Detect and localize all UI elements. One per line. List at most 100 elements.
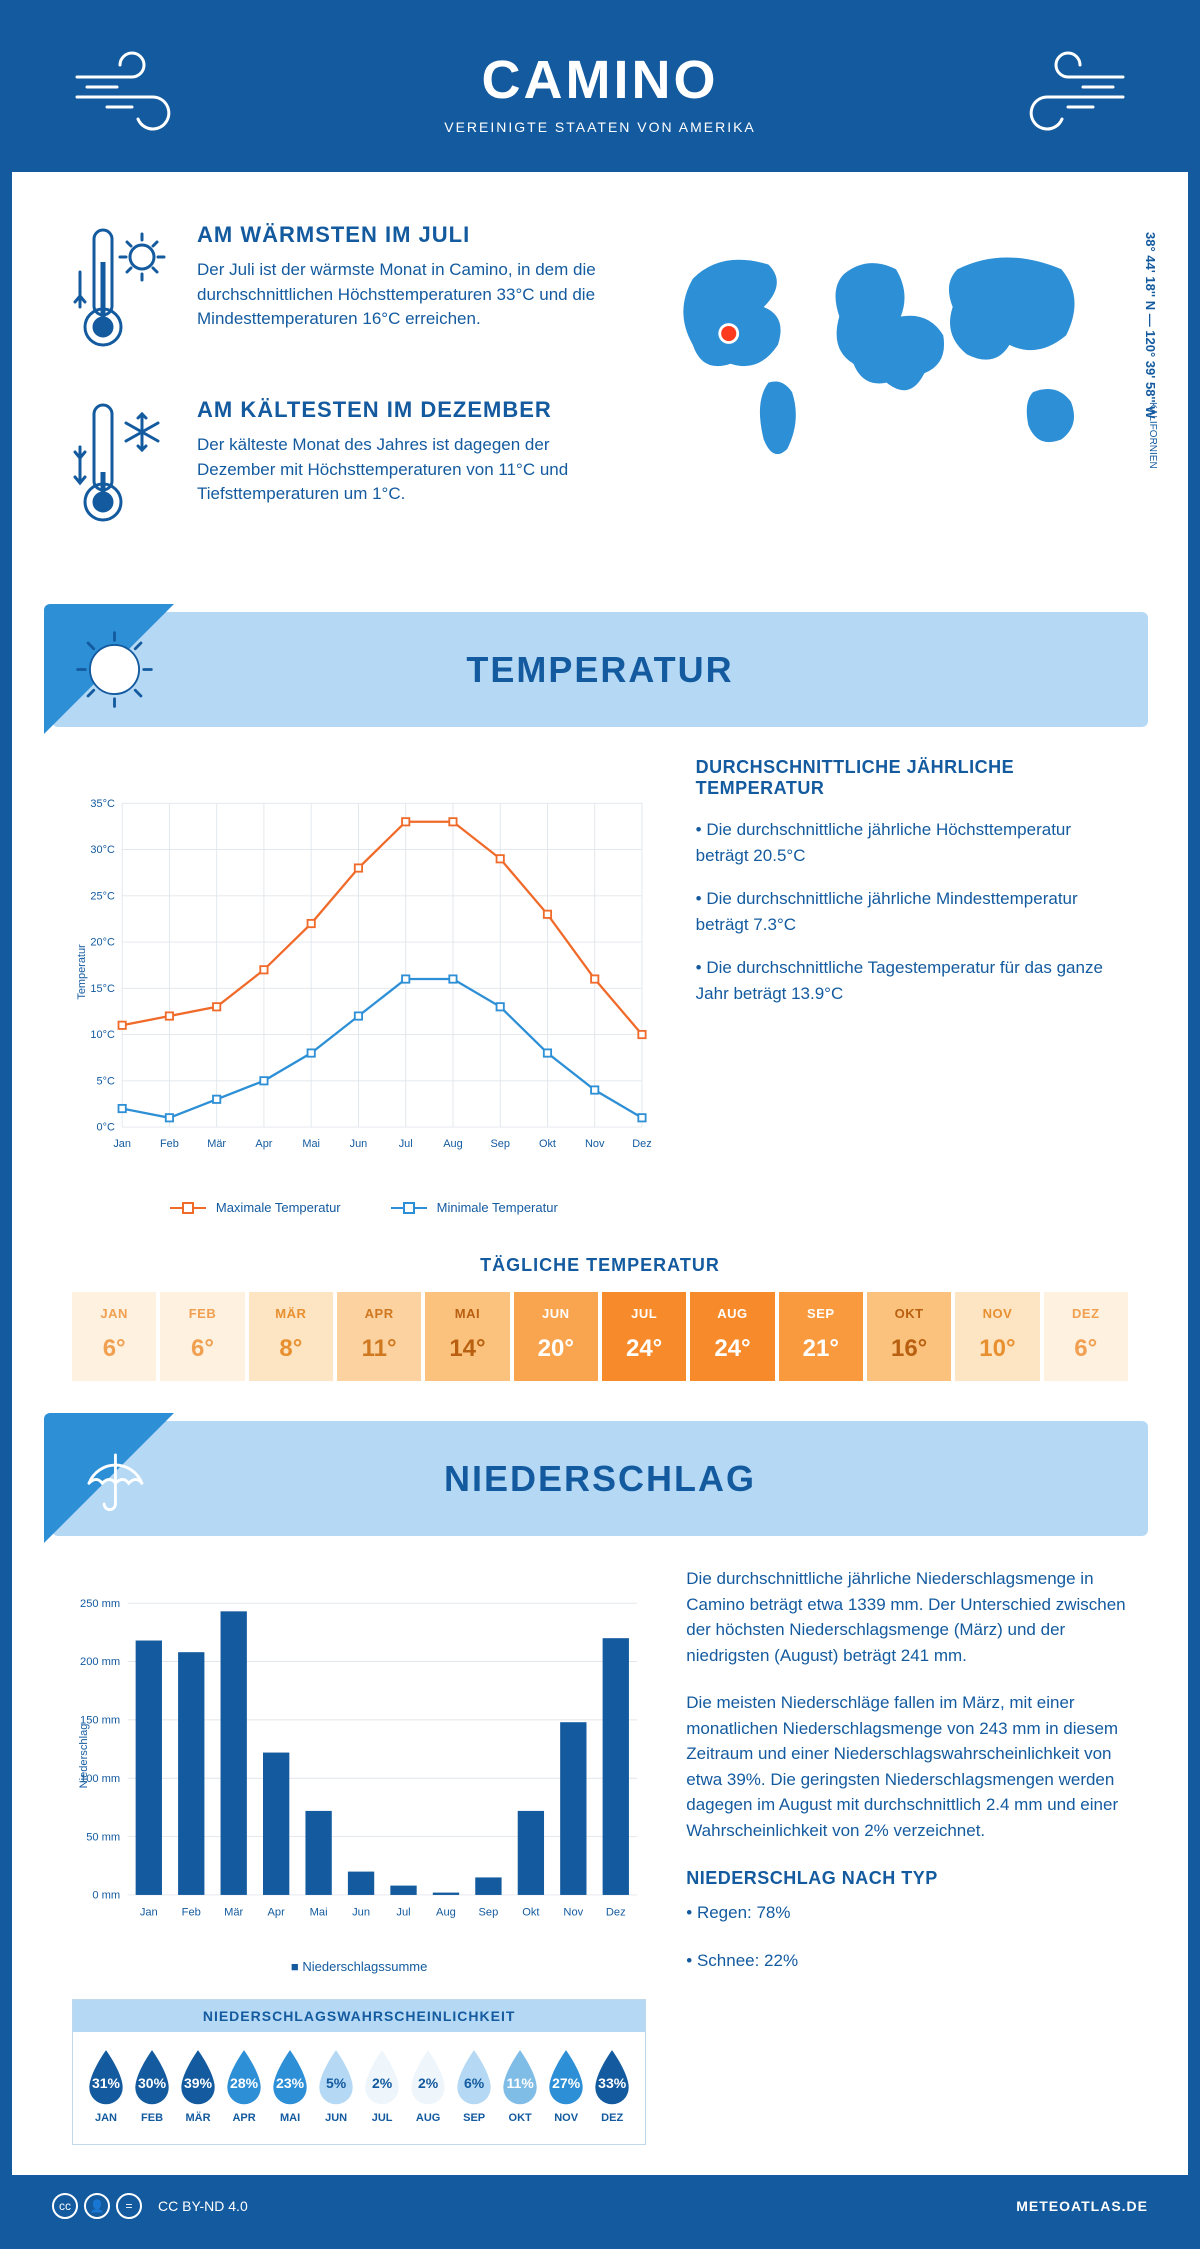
- svg-text:5°C: 5°C: [97, 1075, 115, 1087]
- prob-drop: 28% APR: [223, 2048, 265, 2124]
- daily-temp-cell: NOV10°: [955, 1292, 1039, 1381]
- svg-text:Mai: Mai: [310, 1906, 328, 1918]
- daily-temp-cell: FEB6°: [160, 1292, 244, 1381]
- svg-text:30°C: 30°C: [90, 844, 115, 856]
- precip-text: Die meisten Niederschläge fallen im März…: [686, 1690, 1128, 1843]
- prob-drop: 2% AUG: [407, 2048, 449, 2124]
- svg-text:Mär: Mär: [224, 1906, 243, 1918]
- daily-temp-cell: DEZ6°: [1044, 1292, 1128, 1381]
- svg-text:Jan: Jan: [140, 1906, 158, 1918]
- region-label: KALIFORNIEN: [1147, 402, 1158, 469]
- umbrella-icon: [72, 1436, 157, 1526]
- svg-text:15°C: 15°C: [90, 983, 115, 995]
- temperature-info: DURCHSCHNITTLICHE JÄHRLICHE TEMPERATUR •…: [696, 757, 1128, 1215]
- svg-text:Aug: Aug: [443, 1138, 462, 1150]
- svg-text:Jun: Jun: [352, 1906, 370, 1918]
- temp-info-line: • Die durchschnittliche jährliche Mindes…: [696, 886, 1128, 937]
- svg-text:Sep: Sep: [490, 1138, 509, 1150]
- daily-temp-cell: SEP21°: [779, 1292, 863, 1381]
- thermometer-snow-icon: [72, 397, 172, 532]
- precip-info: Die durchschnittliche jährliche Niedersc…: [686, 1566, 1128, 2145]
- precip-probability-box: NIEDERSCHLAGSWAHRSCHEINLICHKEIT 31% JAN …: [72, 1999, 646, 2145]
- daily-temp-cell: JUL24°: [602, 1292, 686, 1381]
- svg-text:200 mm: 200 mm: [80, 1656, 120, 1668]
- svg-text:Okt: Okt: [522, 1906, 539, 1918]
- site-name: METEOATLAS.DE: [1016, 2198, 1148, 2214]
- prob-drop: 23% MAI: [269, 2048, 311, 2124]
- svg-text:20°C: 20°C: [90, 937, 115, 949]
- daily-temp-cell: JUN20°: [514, 1292, 598, 1381]
- nd-icon: =: [116, 2193, 142, 2219]
- svg-text:10°C: 10°C: [90, 1029, 115, 1041]
- wind-icon-left: [72, 42, 212, 142]
- license-badge: cc 👤 = CC BY-ND 4.0: [52, 2193, 248, 2219]
- daily-temp-cell: MAI14°: [425, 1292, 509, 1381]
- svg-text:Apr: Apr: [255, 1138, 272, 1150]
- svg-text:Okt: Okt: [539, 1138, 556, 1150]
- intro-section: AM WÄRMSTEN IM JULI Der Juli ist der wär…: [12, 172, 1188, 602]
- svg-text:Mär: Mär: [207, 1138, 226, 1150]
- svg-text:0 mm: 0 mm: [92, 1890, 120, 1902]
- by-icon: 👤: [84, 2193, 110, 2219]
- daily-temp-row: JAN6° FEB6° MÄR8° APR11° MAI14° JUN20° J…: [72, 1292, 1128, 1381]
- svg-text:Nov: Nov: [563, 1906, 583, 1918]
- prob-drop: 27% NOV: [545, 2048, 587, 2124]
- prob-drop: 2% JUL: [361, 2048, 403, 2124]
- sun-icon: [72, 627, 157, 717]
- temp-info-title: DURCHSCHNITTLICHE JÄHRLICHE TEMPERATUR: [696, 757, 1128, 799]
- fact-cold-body: Der kälteste Monat des Jahres ist dagege…: [197, 433, 615, 507]
- daily-temp-cell: JAN6°: [72, 1292, 156, 1381]
- daily-temp-title: TÄGLICHE TEMPERATUR: [12, 1255, 1188, 1276]
- svg-text:Feb: Feb: [160, 1138, 179, 1150]
- prob-drop: 31% JAN: [85, 2048, 127, 2124]
- prob-drop: 33% DEZ: [591, 2048, 633, 2124]
- precip-text: Die durchschnittliche jährliche Niedersc…: [686, 1566, 1128, 1668]
- daily-temp-cell: AUG24°: [690, 1292, 774, 1381]
- page-subtitle: VEREINIGTE STAATEN VON AMERIKA: [212, 119, 988, 135]
- legend-min-label: Minimale Temperatur: [437, 1200, 558, 1215]
- daily-temp-cell: MÄR8°: [249, 1292, 333, 1381]
- svg-text:35°C: 35°C: [90, 798, 115, 810]
- fact-warm-title: AM WÄRMSTEN IM JULI: [197, 222, 615, 248]
- daily-temp-cell: OKT16°: [867, 1292, 951, 1381]
- fact-warmest: AM WÄRMSTEN IM JULI Der Juli ist der wär…: [72, 222, 615, 357]
- prob-drop: 6% SEP: [453, 2048, 495, 2124]
- coordinates: 38° 44' 18'' N — 120° 39' 58'' W: [1143, 232, 1158, 419]
- temp-info-line: • Die durchschnittliche jährliche Höchst…: [696, 817, 1128, 868]
- temperature-title: TEMPERATUR: [466, 649, 733, 691]
- header: CAMINO VEREINIGTE STAATEN VON AMERIKA: [12, 12, 1188, 172]
- svg-text:Jul: Jul: [396, 1906, 410, 1918]
- page-title: CAMINO: [212, 49, 988, 111]
- svg-text:Dez: Dez: [632, 1138, 651, 1150]
- prob-drop: 30% FEB: [131, 2048, 173, 2124]
- fact-warm-body: Der Juli ist der wärmste Monat in Camino…: [197, 258, 615, 332]
- precip-chart: 0 mm50 mm100 mm150 mm200 mm250 mmJanFebM…: [72, 1566, 646, 1974]
- temperature-chart: 0°C 5°C 10°C 15°C 20°C 25°C 30°C 35°C Jan Feb Mär A…: [72, 757, 656, 1215]
- svg-text:Mai: Mai: [302, 1138, 320, 1150]
- svg-text:250 mm: 250 mm: [80, 1598, 120, 1610]
- svg-text:Feb: Feb: [182, 1906, 201, 1918]
- svg-text:Sep: Sep: [479, 1906, 499, 1918]
- license-text: CC BY-ND 4.0: [158, 2198, 248, 2214]
- svg-text:Niederschlag: Niederschlag: [78, 1724, 90, 1789]
- prob-drop: 11% OKT: [499, 2048, 541, 2124]
- prob-drop: 5% JUN: [315, 2048, 357, 2124]
- precip-type-line: • Schnee: 22%: [686, 1948, 1128, 1974]
- wind-icon-right: [988, 42, 1128, 142]
- precip-type-title: NIEDERSCHLAG NACH TYP: [686, 1865, 1128, 1892]
- thermometer-sun-icon: [72, 222, 172, 357]
- svg-text:50 mm: 50 mm: [86, 1831, 120, 1843]
- cc-icon: cc: [52, 2193, 78, 2219]
- svg-text:Dez: Dez: [606, 1906, 626, 1918]
- prob-drop: 39% MÄR: [177, 2048, 219, 2124]
- svg-text:Jun: Jun: [350, 1138, 368, 1150]
- svg-text:0°C: 0°C: [97, 1122, 115, 1134]
- fact-coldest: AM KÄLTESTEN IM DEZEMBER Der kälteste Mo…: [72, 397, 615, 532]
- fact-cold-title: AM KÄLTESTEN IM DEZEMBER: [197, 397, 615, 423]
- svg-text:Temperatur: Temperatur: [76, 944, 88, 1000]
- infographic-frame: CAMINO VEREINIGTE STAATEN VON AMERIKA: [0, 0, 1200, 2249]
- svg-text:25°C: 25°C: [90, 890, 115, 902]
- svg-text:Jan: Jan: [113, 1138, 131, 1150]
- daily-temp-cell: APR11°: [337, 1292, 421, 1381]
- temp-info-line: • Die durchschnittliche Tagestemperatur …: [696, 955, 1128, 1006]
